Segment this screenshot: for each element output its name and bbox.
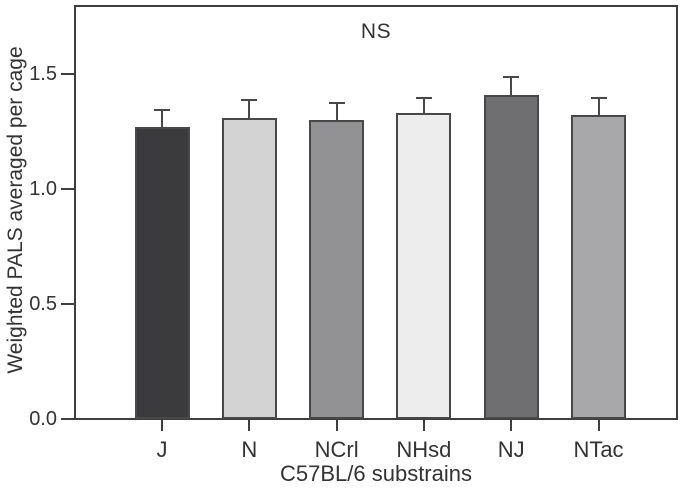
x-axis-tick — [597, 420, 600, 431]
plot-area — [74, 5, 678, 420]
x-axis-tick — [335, 420, 338, 431]
y-axis-tick-label: 0.0 — [29, 408, 57, 430]
x-axis-tick — [510, 420, 513, 431]
x-axis-title: C57BL/6 substrains — [280, 461, 472, 486]
y-axis-tick — [61, 73, 74, 75]
x-axis-tick-label: NJ — [497, 437, 525, 462]
x-axis-tick — [161, 420, 163, 431]
y-axis-tick — [61, 418, 74, 420]
x-axis-tick-label: NCrl — [314, 437, 359, 462]
y-axis-tick — [61, 188, 74, 190]
x-axis-tick-label: J — [156, 437, 168, 462]
x-axis-tick-label: NTac — [573, 437, 624, 462]
x-axis-tick-label: N — [241, 437, 258, 462]
y-axis-title: Weighted PALS averaged per cage — [4, 46, 27, 374]
x-axis-tick — [248, 420, 251, 431]
x-axis-tick — [422, 420, 425, 431]
x-axis-tick-label: NHsd — [396, 437, 452, 462]
ns-annotation: NS — [360, 20, 392, 43]
y-axis-tick — [61, 303, 74, 305]
